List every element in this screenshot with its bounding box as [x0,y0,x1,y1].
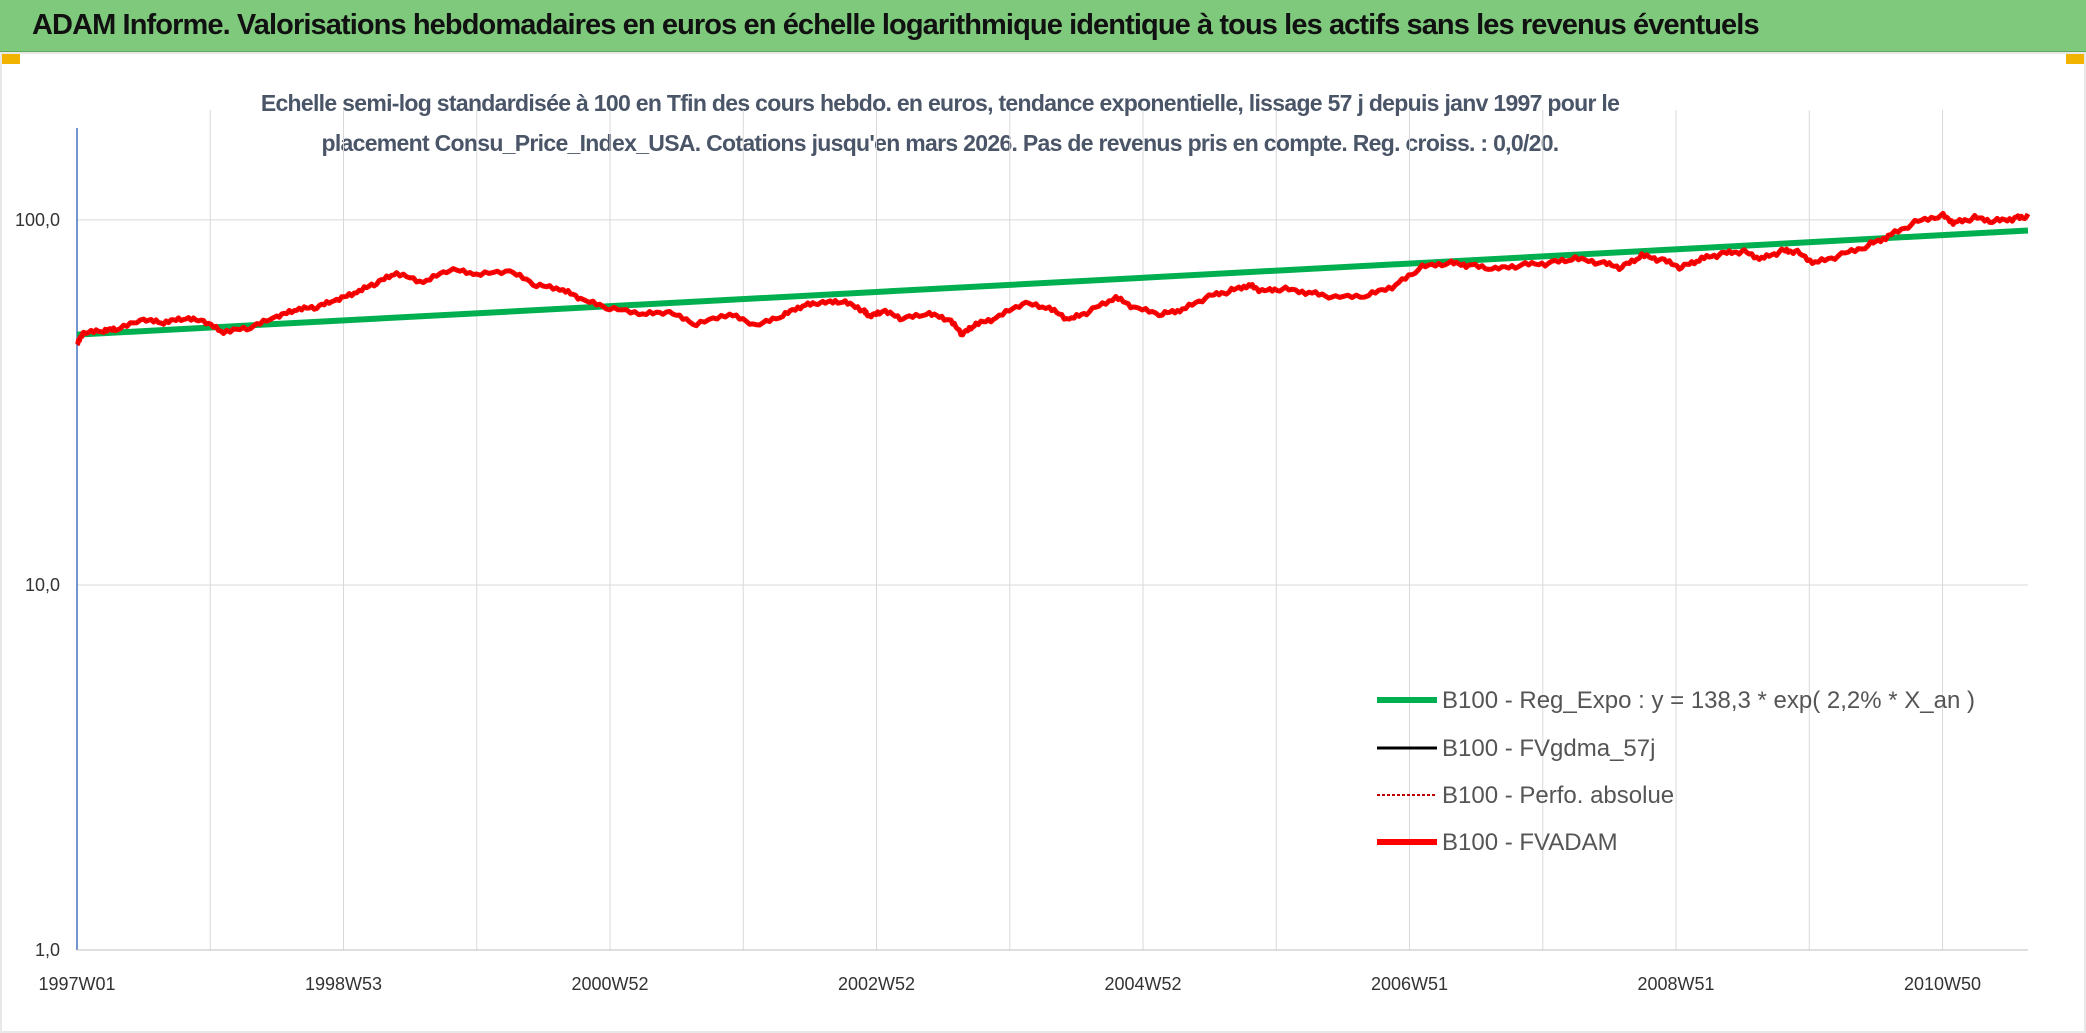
fvadam-line [75,210,2031,347]
corner-marker-left [0,52,20,64]
x-tick-label: 2006W51 [1371,974,1448,994]
axes: 100,0 10,0 1,0 1997W01 1998W53 2000W52 2002W52… [15,128,2028,994]
x-tick-label: 2004W52 [1104,974,1181,994]
corner-marker-right [2066,52,2086,64]
y-tick-label: 100,0 [15,210,60,230]
x-tick-label: 2000W52 [571,974,648,994]
legend-label: B100 - FVgdma_57j [1442,735,1655,762]
perfo-absolue-line [76,212,2029,346]
series-lines [75,210,2031,347]
x-tick-label: 2008W51 [1638,974,1715,994]
x-tick-label: 2002W52 [838,974,915,994]
y-tick-label: 1,0 [35,940,60,960]
gridlines [77,110,2028,950]
chart-title-line-1: Echelle semi-log standardisée à 100 en T… [260,90,1620,116]
report-title: ADAM Informe. Valorisations hebdomadaire… [32,9,1760,41]
fvgdma-57j-line [76,211,2029,346]
y-tick-label: 10,0 [25,575,60,595]
chart-frame [0,52,2086,1033]
legend: B100 - Reg_Expo : y = 138,3 * exp( 2,2% … [1377,687,1975,856]
regression-trend-line [76,227,2029,338]
report-header-banner: ADAM Informe. Valorisations hebdomadaire… [0,0,2086,52]
legend-label: B100 - Perfo. absolue [1442,782,1674,809]
x-tick-label: 2010W50 [1904,974,1981,994]
x-tick-label: 1997W01 [38,974,115,994]
x-tick-label: 1998W53 [305,974,382,994]
legend-label: B100 - FVADAM [1442,829,1618,856]
legend-label: B100 - Reg_Expo : y = 138,3 * exp( 2,2% … [1442,687,1975,714]
chart-title-line-2: placement Consu_Price_Index_USA. Cotatio… [321,130,1559,156]
